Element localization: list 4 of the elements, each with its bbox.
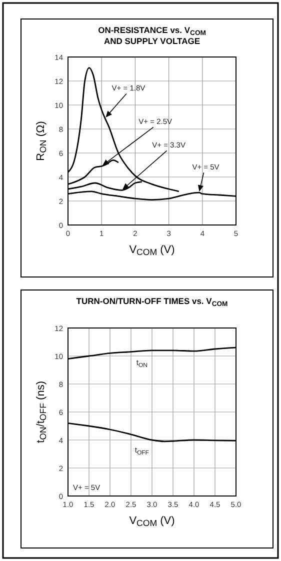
chart-title: TURN-ON/TURN-OFF TIMES vs. V$_{COM}$	[76, 296, 228, 308]
x-axis-title: V$_{COM}$ (V)	[129, 515, 175, 528]
chart-title: ON-RESISTANCE vs. V$_{COM}$ AND SUPPLY VOLTAGE	[98, 25, 206, 46]
x-axis-title: V$_{COM}$ (V)	[129, 244, 175, 258]
